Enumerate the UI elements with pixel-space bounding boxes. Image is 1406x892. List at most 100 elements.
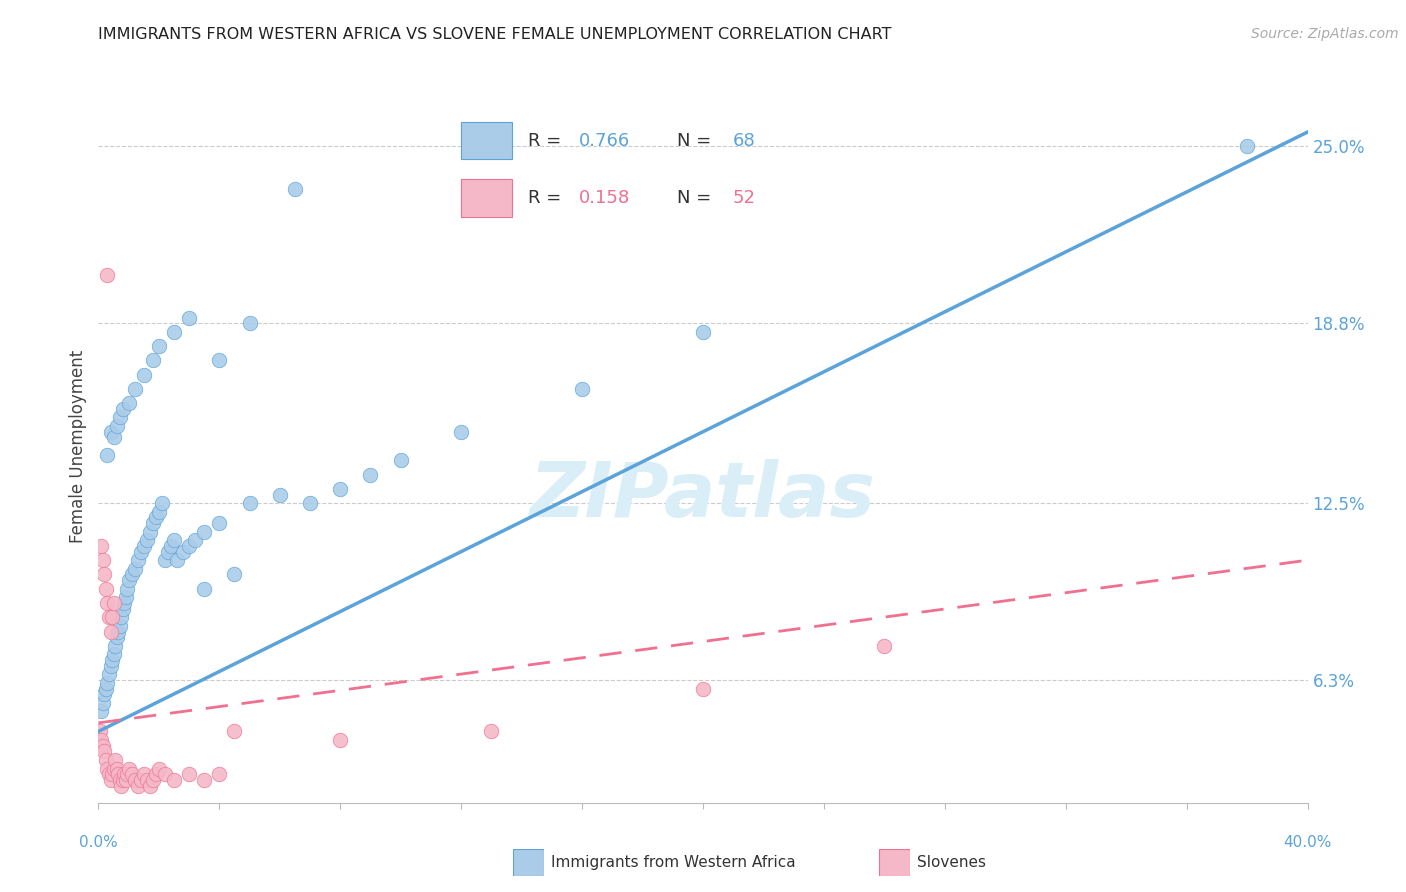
Point <box>284 182 307 196</box>
Point <box>166 553 188 567</box>
Point <box>193 582 215 596</box>
Point <box>101 653 124 667</box>
Point <box>93 687 115 701</box>
Point <box>104 753 127 767</box>
Point <box>153 553 176 567</box>
Text: 52: 52 <box>733 189 755 207</box>
Point <box>299 496 322 510</box>
Point <box>163 325 186 339</box>
Point <box>145 767 167 781</box>
Point <box>103 596 125 610</box>
Point <box>93 744 115 758</box>
Point <box>90 705 112 719</box>
Point <box>139 779 162 793</box>
Point <box>115 582 138 596</box>
Point <box>153 767 176 781</box>
Point <box>98 610 121 624</box>
Point <box>239 316 262 330</box>
Text: 0.158: 0.158 <box>579 189 630 207</box>
Point <box>132 767 155 781</box>
Point <box>110 610 132 624</box>
Point <box>179 767 201 781</box>
Point <box>96 596 118 610</box>
Text: 0.766: 0.766 <box>579 132 630 150</box>
Point <box>111 601 134 615</box>
Point <box>692 681 714 696</box>
Point <box>360 467 382 482</box>
Point <box>110 779 132 793</box>
Point <box>90 733 112 747</box>
Point <box>90 539 112 553</box>
Point <box>127 553 149 567</box>
Point <box>93 567 115 582</box>
Point <box>179 539 201 553</box>
Text: Source: ZipAtlas.com: Source: ZipAtlas.com <box>1251 27 1399 41</box>
Text: 0.0%: 0.0% <box>79 836 118 850</box>
FancyBboxPatch shape <box>461 179 512 217</box>
Text: 68: 68 <box>733 132 755 150</box>
Point <box>115 767 138 781</box>
Point <box>129 772 152 787</box>
Text: IMMIGRANTS FROM WESTERN AFRICA VS SLOVENE FEMALE UNEMPLOYMENT CORRELATION CHART: IMMIGRANTS FROM WESTERN AFRICA VS SLOVEN… <box>98 27 891 42</box>
Point <box>121 767 143 781</box>
Point <box>108 410 131 425</box>
Point <box>150 496 173 510</box>
Point <box>124 772 146 787</box>
Text: N =: N = <box>678 189 711 207</box>
Point <box>111 401 134 416</box>
Point <box>98 667 121 681</box>
Point <box>148 762 170 776</box>
Point <box>108 772 131 787</box>
Point <box>873 639 896 653</box>
Point <box>160 539 183 553</box>
Point <box>103 430 125 444</box>
Point <box>132 539 155 553</box>
Point <box>114 591 136 605</box>
Point <box>329 733 352 747</box>
Point <box>208 767 231 781</box>
Point <box>100 425 122 439</box>
Point <box>389 453 412 467</box>
Point <box>224 724 246 739</box>
Point <box>132 368 155 382</box>
Point <box>692 325 714 339</box>
Text: Slovenes: Slovenes <box>917 855 986 870</box>
Point <box>105 762 128 776</box>
Point <box>239 496 262 510</box>
Point <box>118 573 141 587</box>
Point <box>135 772 157 787</box>
Point <box>96 448 118 462</box>
Point <box>112 596 135 610</box>
Point <box>111 772 134 787</box>
Point <box>91 553 114 567</box>
Text: 40.0%: 40.0% <box>1284 836 1331 850</box>
Text: Immigrants from Western Africa: Immigrants from Western Africa <box>551 855 796 870</box>
Point <box>91 696 114 710</box>
Point <box>91 739 114 753</box>
Point <box>163 772 186 787</box>
Point <box>142 353 165 368</box>
Point <box>184 533 207 548</box>
Point <box>163 533 186 548</box>
Point <box>98 767 121 781</box>
Point <box>94 582 117 596</box>
Point <box>101 767 124 781</box>
Text: R =: R = <box>527 132 561 150</box>
Text: N =: N = <box>678 132 711 150</box>
Point <box>96 268 118 282</box>
Point <box>139 524 162 539</box>
Point <box>118 762 141 776</box>
Point <box>94 681 117 696</box>
Point <box>224 567 246 582</box>
Point <box>100 772 122 787</box>
Point <box>124 562 146 576</box>
Point <box>571 382 593 396</box>
Point <box>135 533 157 548</box>
Point <box>118 396 141 410</box>
Point <box>156 544 179 558</box>
Point <box>100 658 122 673</box>
Point <box>108 619 131 633</box>
Point <box>1236 139 1258 153</box>
Point <box>148 505 170 519</box>
Point <box>103 648 125 662</box>
